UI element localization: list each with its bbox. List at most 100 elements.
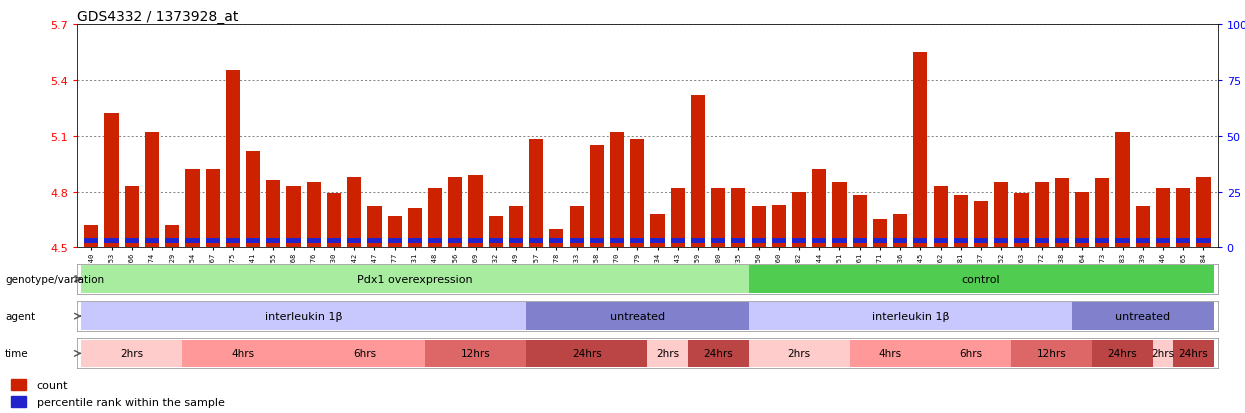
Bar — [527, 303, 748, 330]
Bar — [327, 194, 341, 248]
Bar — [731, 188, 746, 248]
Bar — [166, 225, 179, 248]
Bar — [448, 177, 462, 248]
Bar — [489, 216, 503, 248]
Bar — [954, 196, 967, 248]
Bar — [1055, 179, 1069, 248]
Bar — [266, 238, 280, 243]
Bar — [247, 151, 260, 248]
Bar — [893, 214, 908, 248]
Text: untreated: untreated — [610, 311, 665, 321]
Bar — [81, 340, 182, 367]
Bar — [247, 238, 260, 243]
Bar — [1196, 177, 1210, 248]
Bar — [408, 209, 422, 248]
Bar — [1155, 188, 1170, 248]
Bar — [225, 238, 240, 243]
Bar — [408, 238, 422, 243]
Text: count: count — [37, 380, 68, 390]
Bar — [105, 114, 118, 248]
Bar — [647, 340, 687, 367]
Bar — [489, 238, 503, 243]
Text: 12hrs: 12hrs — [1037, 349, 1067, 358]
Bar — [914, 53, 928, 248]
Bar — [105, 238, 118, 243]
Bar — [610, 133, 624, 248]
Bar — [974, 238, 989, 243]
Bar — [468, 238, 483, 243]
Text: percentile rank within the sample: percentile rank within the sample — [37, 396, 224, 407]
Bar — [347, 238, 361, 243]
Bar — [529, 238, 543, 243]
Bar — [428, 188, 442, 248]
Bar — [1135, 238, 1150, 243]
Bar — [387, 216, 402, 248]
Bar — [266, 181, 280, 248]
Text: 2hrs: 2hrs — [121, 349, 143, 358]
Bar — [1177, 238, 1190, 243]
Bar — [630, 140, 645, 248]
Text: control: control — [961, 274, 1000, 284]
Text: 2hrs: 2hrs — [656, 349, 680, 358]
Bar — [144, 133, 159, 248]
Bar — [772, 205, 786, 248]
Bar — [1035, 238, 1048, 243]
Bar — [1196, 238, 1210, 243]
Bar — [306, 183, 321, 248]
Bar — [752, 238, 766, 243]
Bar — [711, 188, 726, 248]
Bar — [1135, 207, 1150, 248]
Bar — [1173, 340, 1214, 367]
Bar — [286, 238, 300, 243]
Bar — [367, 207, 381, 248]
Text: time: time — [5, 349, 29, 358]
Bar — [205, 170, 219, 248]
Bar — [10, 379, 26, 391]
Bar — [671, 188, 685, 248]
Bar — [124, 238, 139, 243]
Bar — [85, 225, 98, 248]
Bar — [347, 177, 361, 248]
Bar — [186, 170, 199, 248]
Bar — [367, 238, 381, 243]
Text: untreated: untreated — [1116, 311, 1170, 321]
Bar — [853, 238, 867, 243]
Bar — [687, 340, 748, 367]
Bar — [995, 238, 1008, 243]
Bar — [425, 340, 527, 367]
Bar — [812, 238, 827, 243]
Text: genotype/variation: genotype/variation — [5, 274, 105, 284]
Text: Pdx1 overexpression: Pdx1 overexpression — [357, 274, 473, 284]
Bar — [893, 238, 908, 243]
Bar — [792, 192, 806, 248]
Bar — [873, 220, 886, 248]
Bar — [1096, 179, 1109, 248]
Bar — [569, 207, 584, 248]
Text: 2hrs: 2hrs — [788, 349, 810, 358]
Text: 4hrs: 4hrs — [879, 349, 901, 358]
Bar — [590, 146, 604, 248]
Text: 24hrs: 24hrs — [1108, 349, 1138, 358]
Text: 4hrs: 4hrs — [232, 349, 254, 358]
Bar — [650, 214, 665, 248]
Bar — [509, 238, 523, 243]
Text: 24hrs: 24hrs — [703, 349, 733, 358]
Bar — [995, 183, 1008, 248]
Bar — [671, 238, 685, 243]
Bar — [387, 238, 402, 243]
Bar — [974, 201, 989, 248]
Text: interleukin 1β: interleukin 1β — [265, 311, 342, 321]
Bar — [748, 303, 1072, 330]
Bar — [225, 71, 240, 248]
Bar — [428, 238, 442, 243]
Bar — [186, 238, 199, 243]
Bar — [527, 340, 647, 367]
Text: agent: agent — [5, 311, 35, 321]
Text: 24hrs: 24hrs — [571, 349, 601, 358]
Bar — [569, 238, 584, 243]
Bar — [549, 238, 564, 243]
Bar — [327, 238, 341, 243]
Bar — [306, 238, 321, 243]
Bar — [792, 238, 806, 243]
Bar — [610, 238, 624, 243]
